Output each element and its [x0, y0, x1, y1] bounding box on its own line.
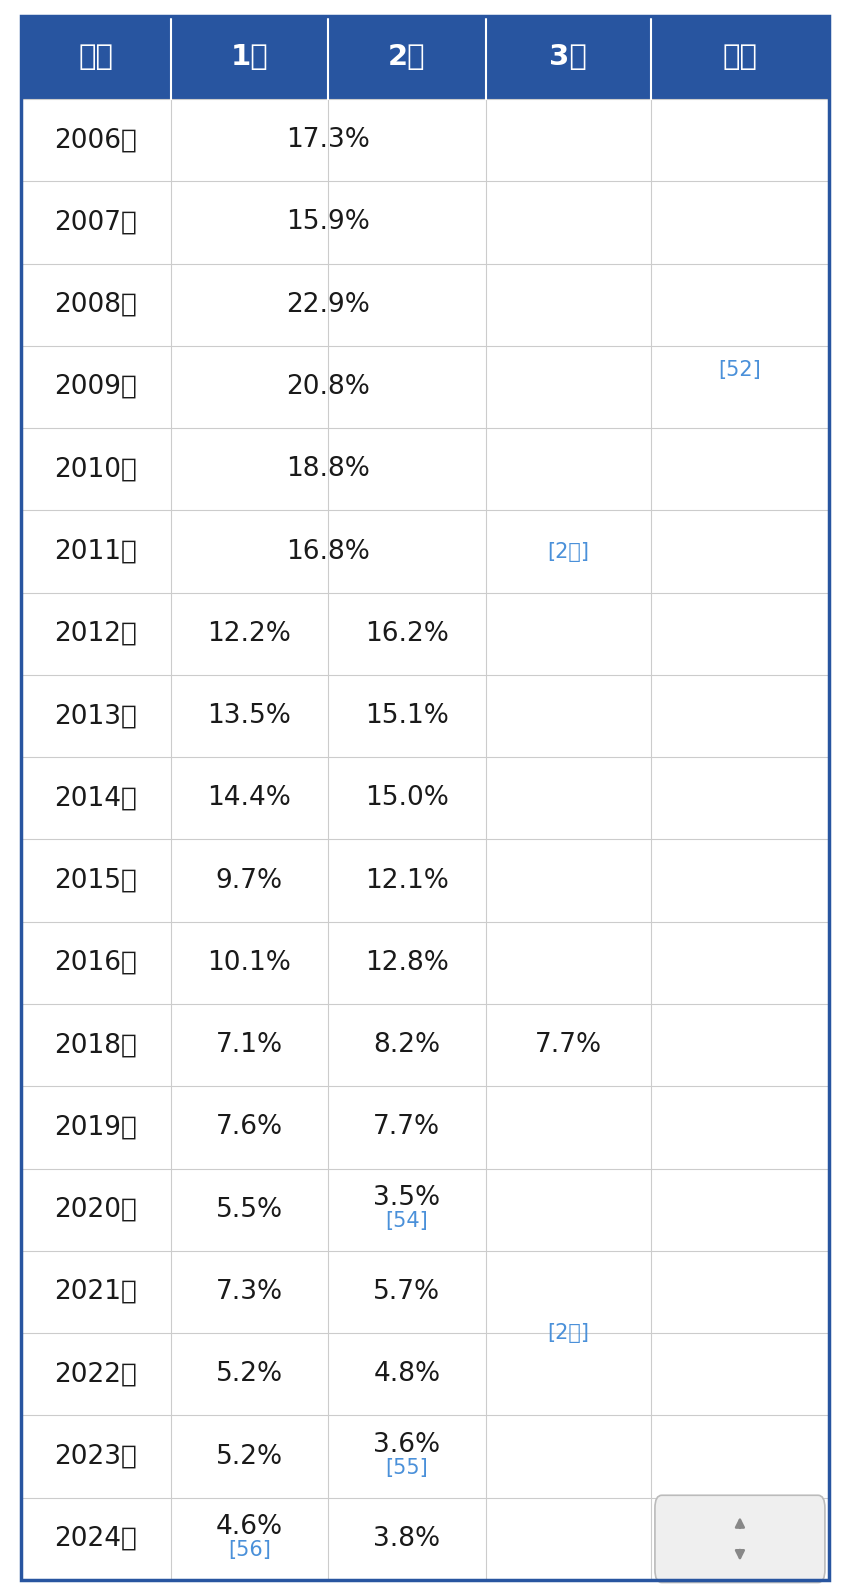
Bar	[21, 99, 829, 182]
Text: 2013년: 2013년	[54, 704, 138, 729]
Text: 7.3%: 7.3%	[216, 1278, 283, 1306]
Text: 2016년: 2016년	[54, 950, 138, 975]
Text: 3.5%: 3.5%	[373, 1186, 440, 1211]
Text: 12.1%: 12.1%	[365, 868, 449, 894]
Bar	[21, 1333, 829, 1416]
Text: 2007년: 2007년	[54, 209, 138, 235]
Text: 8.2%: 8.2%	[373, 1033, 440, 1058]
Bar	[21, 1497, 829, 1580]
Text: 2018년: 2018년	[54, 1033, 138, 1058]
Text: 3.8%: 3.8%	[373, 1526, 440, 1551]
Text: 2008년: 2008년	[54, 292, 138, 318]
Text: 4.6%: 4.6%	[216, 1515, 283, 1540]
Bar	[21, 346, 829, 428]
Text: 2014년: 2014년	[54, 785, 138, 811]
Bar	[21, 511, 829, 592]
Text: 2023년: 2023년	[54, 1444, 138, 1470]
Text: 20.8%: 20.8%	[286, 373, 370, 401]
Text: 3부: 3부	[549, 43, 587, 72]
Text: [2부]: [2부]	[547, 1323, 589, 1344]
Text: 2009년: 2009년	[54, 373, 138, 401]
Text: 2022년: 2022년	[54, 1361, 138, 1387]
Text: [54]: [54]	[385, 1211, 428, 1231]
Text: 7.6%: 7.6%	[216, 1114, 283, 1141]
Text: 7.7%: 7.7%	[535, 1033, 602, 1058]
Text: 2010년: 2010년	[54, 456, 138, 482]
Text: [56]: [56]	[228, 1540, 271, 1561]
Text: 2020년: 2020년	[54, 1197, 138, 1223]
Text: 1부: 1부	[230, 43, 269, 72]
Text: 2015년: 2015년	[54, 868, 138, 894]
Text: [2부]: [2부]	[547, 541, 589, 562]
Bar	[21, 922, 829, 1004]
Text: 18.8%: 18.8%	[286, 456, 370, 482]
Bar	[21, 182, 829, 263]
Text: 15.1%: 15.1%	[365, 704, 449, 729]
Bar	[21, 592, 829, 675]
Text: 5.2%: 5.2%	[216, 1361, 283, 1387]
Bar	[21, 1168, 829, 1251]
Bar	[21, 839, 829, 922]
Bar	[21, 16, 829, 99]
Text: 2021년: 2021년	[54, 1278, 138, 1306]
Text: 2011년: 2011년	[54, 538, 138, 565]
Text: 13.5%: 13.5%	[207, 704, 292, 729]
Text: 15.0%: 15.0%	[365, 785, 449, 811]
Text: 4.8%: 4.8%	[373, 1361, 440, 1387]
Text: [52]: [52]	[718, 361, 762, 380]
Text: 2019년: 2019년	[54, 1114, 138, 1141]
Text: 5.7%: 5.7%	[373, 1278, 440, 1306]
Bar	[21, 757, 829, 839]
Text: 22.9%: 22.9%	[286, 292, 370, 318]
Text: 17.3%: 17.3%	[286, 128, 370, 153]
Bar	[21, 1251, 829, 1333]
Text: 7.7%: 7.7%	[373, 1114, 440, 1141]
Text: 7.1%: 7.1%	[216, 1033, 283, 1058]
Bar	[21, 1004, 829, 1087]
Text: 12.2%: 12.2%	[207, 621, 292, 646]
Text: 14.4%: 14.4%	[207, 785, 292, 811]
Bar	[21, 263, 829, 346]
Text: 비고: 비고	[722, 43, 757, 72]
Text: 연도: 연도	[78, 43, 113, 72]
Text: 16.2%: 16.2%	[365, 621, 449, 646]
Text: 15.9%: 15.9%	[286, 209, 370, 235]
Text: 2부: 2부	[388, 43, 426, 72]
Bar	[21, 428, 829, 511]
Text: 9.7%: 9.7%	[216, 868, 283, 894]
Text: 12.8%: 12.8%	[365, 950, 449, 975]
Bar	[21, 675, 829, 757]
Bar	[21, 1087, 829, 1168]
Text: 16.8%: 16.8%	[286, 538, 370, 565]
Text: 5.5%: 5.5%	[216, 1197, 283, 1223]
Text: 3.6%: 3.6%	[373, 1432, 440, 1459]
Text: 10.1%: 10.1%	[207, 950, 292, 975]
Text: 5.2%: 5.2%	[216, 1444, 283, 1470]
Text: 2012년: 2012년	[54, 621, 138, 646]
Text: [55]: [55]	[385, 1459, 428, 1478]
Text: 2024년: 2024년	[54, 1526, 138, 1551]
Text: 2006년: 2006년	[54, 128, 138, 153]
FancyBboxPatch shape	[654, 1495, 824, 1583]
Bar	[21, 1416, 829, 1497]
